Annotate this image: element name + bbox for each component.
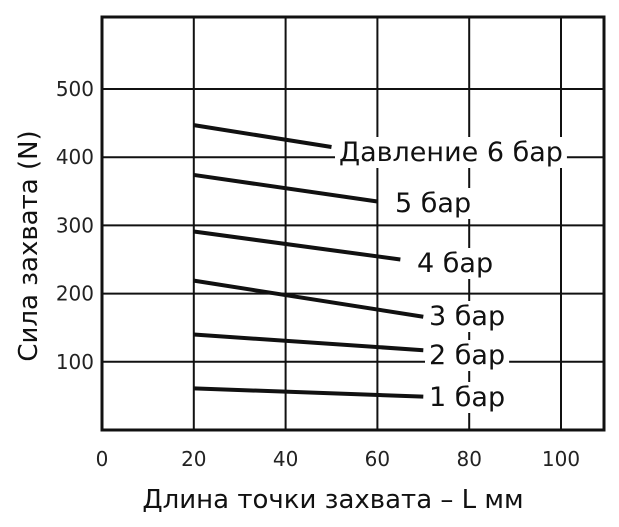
series-label-bg-3 bbox=[413, 248, 498, 279]
grid-lines bbox=[102, 17, 604, 430]
series-line-2 bbox=[193, 172, 378, 204]
series-label-bg-4 bbox=[425, 301, 510, 332]
series-label-bg-1 bbox=[335, 137, 567, 168]
y-tick-label-300: 300 bbox=[56, 213, 94, 237]
y-tick-label-100: 100 bbox=[56, 350, 94, 374]
y-tick-label-200: 200 bbox=[56, 282, 94, 306]
x-tick-label-100: 100 bbox=[542, 447, 580, 471]
plot-frame bbox=[100, 15, 606, 432]
series-label-3: 4 бар bbox=[417, 248, 493, 279]
x-tick-label-80: 80 bbox=[456, 447, 481, 471]
series-label-4: 3 бар bbox=[429, 301, 505, 332]
series-label-6: 1 бар bbox=[429, 382, 505, 413]
series-line-3 bbox=[193, 229, 401, 262]
x-tick-label-40: 40 bbox=[273, 447, 298, 471]
x-tick-label-60: 60 bbox=[365, 447, 390, 471]
y-tick-label-500: 500 bbox=[56, 77, 94, 101]
y-axis-label: Сила захвата (N) bbox=[14, 130, 44, 361]
y-tick-label-400: 400 bbox=[56, 145, 94, 169]
series-label-2: 5 бар bbox=[395, 188, 471, 219]
tick-labels: 0 20 40 60 80 100 100 200 300 400 500 bbox=[56, 77, 580, 471]
series-labels: Давление 6 бар 5 бар 4 бар 3 бар 2 бар 1 бар bbox=[335, 137, 567, 413]
series-label-5: 2 бар bbox=[429, 340, 505, 371]
series-label-bg-2 bbox=[391, 188, 476, 219]
x-tick-label-0: 0 bbox=[96, 447, 109, 471]
series-lines bbox=[193, 123, 424, 399]
x-axis-label: Длина точки захвата – L мм bbox=[142, 485, 523, 515]
series-line-1 bbox=[193, 123, 332, 149]
series-line-5 bbox=[193, 332, 424, 353]
series-label-1: Давление 6 бар bbox=[339, 137, 563, 168]
series-label-bg-5 bbox=[425, 340, 510, 371]
series-line-6 bbox=[193, 386, 424, 399]
x-tick-label-20: 20 bbox=[181, 447, 206, 471]
series-label-bg-6 bbox=[425, 382, 510, 413]
series-line-4 bbox=[193, 278, 424, 319]
